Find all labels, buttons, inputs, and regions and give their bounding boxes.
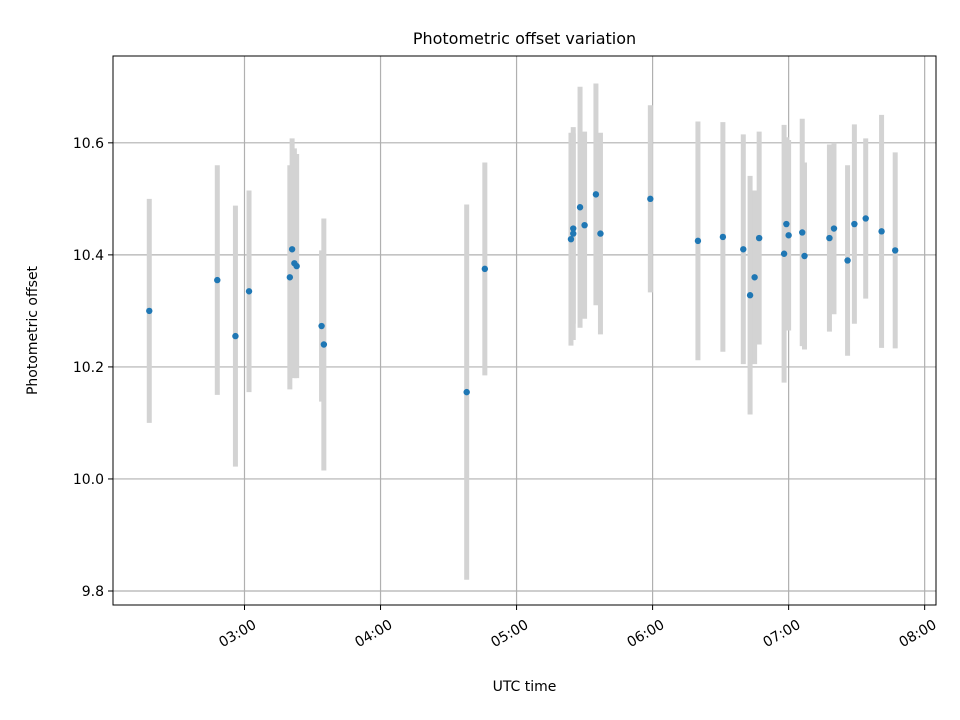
data-point	[862, 215, 869, 222]
data-point	[576, 204, 584, 211]
data-point	[232, 332, 239, 340]
data-point	[719, 233, 727, 241]
data-point	[785, 232, 792, 239]
y-tick-label: 10.6	[73, 136, 104, 152]
data-point	[293, 262, 300, 270]
data-point	[751, 274, 758, 281]
y-tick-label: 10.0	[73, 472, 104, 488]
data-point	[592, 191, 600, 198]
data-point	[320, 341, 328, 348]
data-point	[851, 220, 858, 228]
data-point	[780, 250, 788, 257]
data-point	[844, 257, 851, 264]
x-axis-label: UTC time	[493, 679, 557, 695]
data-point	[830, 225, 838, 232]
data-point	[570, 225, 577, 232]
data-point	[746, 292, 754, 299]
data-point	[783, 220, 790, 228]
data-point	[581, 221, 588, 229]
data-point	[146, 307, 153, 315]
y-tick-label: 10.2	[73, 360, 104, 376]
data-point	[647, 195, 654, 203]
data-point	[481, 265, 489, 273]
data-point	[878, 228, 885, 235]
data-point	[755, 234, 763, 242]
data-point	[288, 246, 296, 253]
data-point	[318, 322, 325, 330]
data-point	[567, 235, 575, 243]
chart-title: Photometric offset variation	[413, 29, 636, 48]
y-tick-label: 9.8	[82, 584, 104, 600]
data-point	[570, 230, 577, 237]
data-point	[799, 229, 806, 236]
plot-frame	[112, 55, 937, 606]
data-point	[597, 230, 604, 237]
data-point	[801, 252, 808, 260]
data-point	[826, 234, 833, 242]
data-points	[146, 191, 899, 396]
data-point	[245, 288, 253, 295]
y-axis-label: Photometric offset	[25, 265, 41, 395]
data-point	[694, 237, 702, 245]
y-tick-label: 10.4	[73, 248, 104, 264]
data-point	[891, 247, 899, 254]
data-point	[286, 274, 294, 281]
data-point	[214, 276, 221, 284]
data-point	[463, 388, 470, 396]
data-point	[740, 246, 747, 253]
